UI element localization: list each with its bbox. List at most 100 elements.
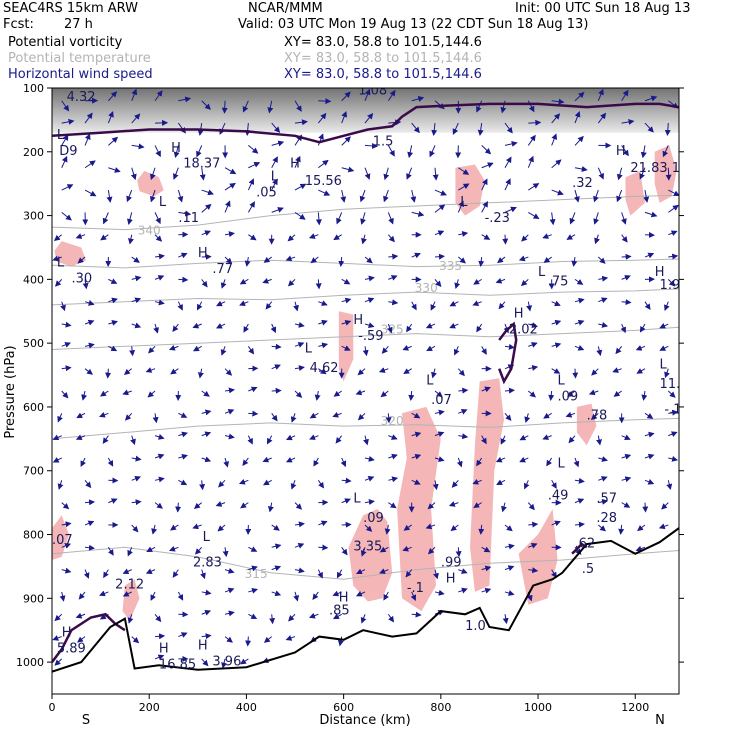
field-label: H (353, 313, 363, 328)
wind-vector (147, 390, 156, 398)
field-label: .09 (363, 511, 384, 526)
wind-vector (593, 212, 600, 225)
wind-vector (223, 457, 230, 468)
wind-vector (224, 256, 233, 264)
wind-vector (667, 279, 676, 287)
wind-vector (248, 162, 261, 169)
wind-vector (364, 275, 375, 282)
wind-vector (57, 413, 63, 423)
pv-shade-region (338, 311, 354, 382)
field-label: .77 (212, 262, 233, 277)
field-label: 1.5 (373, 134, 394, 149)
field-label: 4.62 (310, 361, 339, 376)
wind-vector (332, 411, 342, 418)
wind-vector (84, 479, 92, 489)
y-tick-label: 1000 (16, 656, 44, 669)
wind-vector (103, 569, 109, 579)
wind-vector (263, 256, 272, 263)
wind-vector (318, 544, 329, 551)
wind-vector (201, 409, 212, 416)
wind-vector (285, 255, 296, 262)
wind-vector (379, 568, 389, 574)
wind-vector (481, 162, 494, 169)
field-label: .57 (596, 492, 617, 507)
field-label: H (159, 642, 169, 657)
wind-vector (504, 543, 515, 550)
wind-vector (196, 301, 203, 311)
wind-vector (659, 345, 669, 351)
wind-vector (427, 546, 436, 555)
wind-vector (621, 118, 635, 125)
wind-vector (285, 456, 296, 463)
wind-vector (454, 279, 461, 289)
wind-vector (99, 411, 109, 418)
wind-vector (126, 189, 133, 203)
wind-vector (528, 521, 539, 528)
wind-vector (129, 346, 136, 357)
wind-vector (668, 253, 679, 260)
wind-vector (100, 234, 109, 241)
wind-vector (379, 546, 389, 553)
wind-vector (224, 567, 235, 574)
wind-vector (621, 253, 632, 260)
wind-vector (80, 457, 86, 467)
wind-vector (597, 256, 606, 264)
wind-vector (411, 96, 425, 102)
wind-vector (362, 346, 369, 357)
wind-vector (131, 499, 142, 506)
wind-vector (131, 143, 145, 150)
wind-vector (385, 413, 392, 424)
wind-vector (131, 297, 142, 304)
wind-vector (154, 502, 163, 509)
wind-vector (145, 568, 156, 574)
wind-vector (84, 368, 93, 375)
wind-vector (504, 524, 513, 532)
pv-shade-region (122, 579, 140, 621)
field-label: 2.02 (509, 323, 538, 338)
field-label: L (159, 195, 167, 210)
wind-vector (426, 345, 436, 352)
pv-contour (52, 102, 679, 144)
field-label: H (62, 626, 72, 641)
wind-vector (271, 207, 284, 213)
wind-vector (248, 613, 258, 620)
wind-vector (477, 123, 484, 136)
wind-vector (102, 435, 109, 444)
theta-contour (52, 326, 679, 350)
wind-vector (458, 183, 470, 191)
wind-vector (308, 612, 319, 619)
wind-vector (153, 323, 160, 334)
wind-vector (574, 278, 584, 285)
wind-vector (337, 636, 344, 647)
wind-vector (177, 122, 186, 134)
wind-vector (364, 322, 375, 329)
wind-vector (294, 183, 307, 191)
wind-vector (173, 145, 180, 159)
theta-contour-label: 340 (138, 224, 161, 238)
wind-vector (99, 590, 109, 597)
wind-vector (318, 342, 329, 349)
wind-vector (453, 346, 460, 356)
wind-vector (504, 343, 515, 350)
wind-vector (364, 499, 375, 505)
wind-vector (519, 434, 529, 441)
wind-vector (621, 212, 627, 225)
wind-vector (248, 234, 257, 241)
wind-vector (178, 632, 188, 638)
field-label: L (305, 342, 313, 357)
wind-vector (659, 323, 669, 329)
wind-vector (639, 323, 646, 333)
wind-vector (243, 323, 250, 333)
theta-contour (52, 546, 679, 580)
wind-vector (315, 212, 322, 226)
wind-vector (388, 434, 398, 440)
wind-vector (122, 591, 132, 597)
wind-vector (309, 412, 319, 419)
wind-vector (542, 233, 552, 239)
wind-vector (434, 253, 445, 260)
wind-vector (333, 234, 342, 241)
wind-vector (145, 367, 156, 373)
wind-vector (574, 297, 585, 304)
wind-vector (551, 98, 565, 105)
wind-vector (504, 156, 512, 168)
